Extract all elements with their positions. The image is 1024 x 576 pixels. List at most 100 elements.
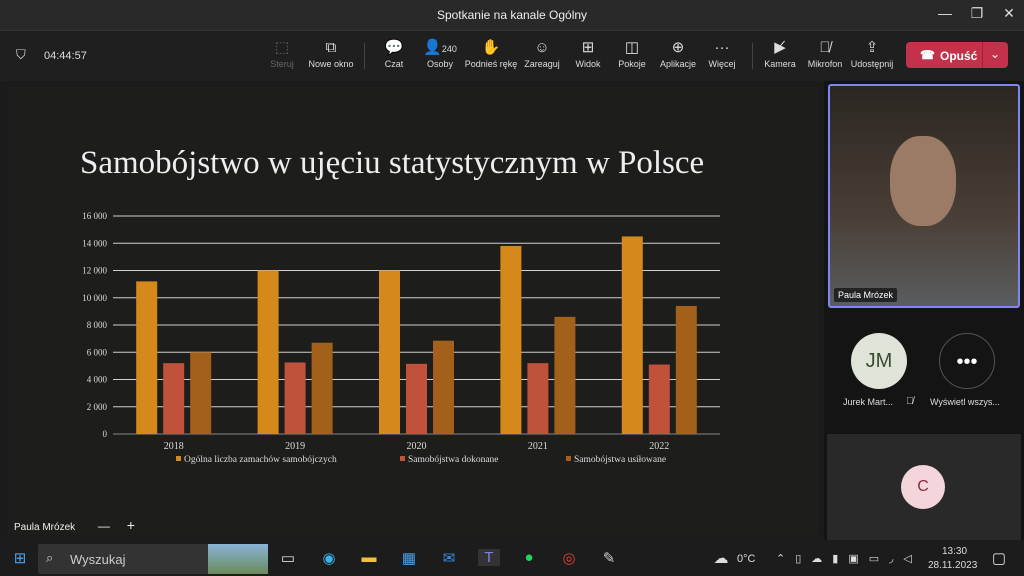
more-icon: ··· bbox=[714, 39, 730, 56]
toolbar-apps-button[interactable]: ⊕ Aplikacje bbox=[651, 39, 705, 69]
people-count: 240 bbox=[441, 44, 457, 54]
toolbar-chat-button[interactable]: 💬 Czat bbox=[367, 39, 421, 69]
participant-name: Paula Mrózek bbox=[834, 288, 898, 302]
y-tick-label: 0 bbox=[103, 429, 108, 439]
react-icon: ☺ bbox=[534, 39, 550, 56]
taskbar: ⊞ ⌕ Wyszukaj ▭ ◉ ▬ ▦ ✉ T ● ◎ ✎ ☁ 0°C ⌃▯☁… bbox=[0, 540, 1024, 576]
show-all-label[interactable]: Wyświetl wszys... bbox=[930, 397, 1000, 407]
legend-swatch bbox=[566, 456, 571, 461]
search-icon: ⌕ bbox=[46, 550, 54, 565]
share-icon: ⇪ bbox=[865, 39, 879, 56]
control-icon: ⬚ bbox=[274, 39, 290, 56]
y-tick-label: 4 000 bbox=[87, 375, 108, 385]
bar-2019-0 bbox=[257, 270, 279, 434]
rooms-icon: ◫ bbox=[624, 39, 640, 56]
presenter-bar: Paula Mrózek — + bbox=[14, 517, 135, 533]
presenter-name: Paula Mrózek bbox=[14, 522, 76, 533]
search-placeholder: Wyszukaj bbox=[70, 552, 126, 567]
new-window-icon: ⧉ bbox=[325, 39, 337, 56]
chrome-icon[interactable]: ◎ bbox=[562, 550, 576, 567]
bar-chart: 0 2 000 4 000 6 000 8 000 10 000 12 000 14 000 1… bbox=[82, 211, 720, 465]
bar-2022-1 bbox=[648, 364, 670, 434]
zoom-out-icon[interactable]: — bbox=[97, 519, 110, 533]
y-tick-label: 8 000 bbox=[87, 320, 108, 330]
toolbar-label: Czat bbox=[384, 59, 404, 69]
more-participants-button[interactable]: ••• bbox=[939, 333, 995, 389]
mic-off-icon: 🎙̸ bbox=[906, 396, 914, 407]
toolbar-share-button[interactable]: ⇪ Udostępnij bbox=[845, 39, 899, 69]
more-icon: ••• bbox=[956, 351, 978, 373]
taskbar-search[interactable]: ⌕ Wyszukaj bbox=[38, 544, 268, 574]
x-tick-label: 2020 bbox=[407, 441, 427, 452]
toolbar-label: Więcej bbox=[708, 59, 736, 69]
restore-icon[interactable]: ❐ bbox=[970, 5, 984, 21]
toolbar-mic-off-button[interactable]: 🎙̸ Mikrofon bbox=[798, 39, 852, 69]
toolbar-raise-hand-button[interactable]: ✋ Podnieś rękę bbox=[464, 39, 518, 69]
legend-label: Ogólna liczba zamachów samobójczych bbox=[184, 455, 337, 465]
legend-label: Samobójstwa dokonane bbox=[408, 455, 499, 465]
edge-icon[interactable]: ◉ bbox=[322, 550, 336, 567]
avatar-jm[interactable]: JM bbox=[851, 333, 907, 389]
mail-icon[interactable]: ✉ bbox=[442, 550, 456, 567]
bar-2018-0 bbox=[136, 281, 158, 434]
y-tick-label: 2 000 bbox=[87, 402, 108, 412]
y-tick-label: 12 000 bbox=[82, 266, 107, 276]
search-highlight-image bbox=[208, 544, 268, 574]
camera-off-icon: ▶̸ bbox=[774, 39, 786, 56]
people-icon: 👤240 bbox=[423, 39, 457, 56]
toolbar-react-button[interactable]: ☺ Zareaguj bbox=[515, 39, 569, 69]
toolbar-label: Aplikacje bbox=[659, 59, 697, 69]
bar-2020-1 bbox=[406, 363, 427, 434]
toolbar-view-button[interactable]: ⊞ Widok bbox=[561, 39, 615, 69]
store-icon[interactable]: ▦ bbox=[401, 550, 417, 567]
close-icon[interactable]: ✕ bbox=[1003, 5, 1015, 21]
zoom-in-icon[interactable]: + bbox=[126, 517, 135, 533]
notifications-icon[interactable]: ▢ bbox=[991, 550, 1007, 567]
toolbar-label: Udostępnij bbox=[850, 59, 894, 69]
y-tick-label: 16 000 bbox=[82, 211, 107, 221]
x-tick-label: 2018 bbox=[164, 441, 184, 452]
toolbar-rooms-button[interactable]: ◫ Pokoje bbox=[605, 39, 659, 69]
spotify-icon[interactable]: ● bbox=[524, 549, 534, 566]
windows-start-icon[interactable]: ⊞ bbox=[13, 550, 27, 567]
slide-title: Samobójstwo w ujęciu statystycznym w Pol… bbox=[80, 145, 705, 181]
toolbar-more-button[interactable]: ··· Więcej bbox=[695, 39, 749, 69]
bar-2019-1 bbox=[284, 362, 306, 434]
leave-label: Opuść bbox=[940, 49, 978, 63]
meeting-timer: 04:44:57 bbox=[44, 50, 87, 62]
toolbar-label: Widok bbox=[575, 59, 601, 69]
leave-button[interactable]: ☎ Opuść ⌄ bbox=[906, 42, 1008, 68]
meeting-toolbar: ⛉ 04:44:57 ⬚ Steruj ⧉ Nowe okno 💬 Czat 👤240 Oso… bbox=[0, 31, 1024, 81]
bar-2022-2 bbox=[675, 305, 697, 434]
participant-name-jm: Jurek Mart... bbox=[843, 397, 894, 407]
mic-off-icon: 🎙̸ bbox=[819, 39, 831, 56]
task-view-icon[interactable]: ▭ bbox=[280, 550, 296, 567]
paint-icon[interactable]: ✎ bbox=[602, 550, 616, 567]
view-icon: ⊞ bbox=[581, 39, 595, 56]
participant-video[interactable]: Paula Mrózek bbox=[828, 84, 1020, 308]
toolbar-camera-off-button[interactable]: ▶̸ Kamera bbox=[753, 39, 807, 69]
clock-date: 28.11.2023 bbox=[928, 560, 978, 571]
avatar-c[interactable]: C bbox=[901, 465, 945, 509]
weather-icon[interactable]: ☁ bbox=[713, 550, 729, 567]
y-tick-label: 14 000 bbox=[82, 238, 107, 248]
chevron-down-icon[interactable]: ⌄ bbox=[990, 47, 1001, 61]
tray-icons[interactable]: ⌃▯☁▮▣▭◞◁ bbox=[776, 553, 922, 565]
x-tick-label: 2021 bbox=[528, 441, 548, 452]
legend-swatch bbox=[400, 456, 405, 461]
bar-2021-0 bbox=[500, 245, 522, 434]
phone-hangup-icon: ☎ bbox=[920, 48, 935, 62]
bar-2020-2 bbox=[433, 340, 454, 434]
teams-icon[interactable]: T bbox=[478, 549, 500, 566]
bar-2022-0 bbox=[621, 236, 643, 434]
x-tick-label: 2019 bbox=[285, 441, 305, 452]
minimize-icon[interactable]: — bbox=[938, 5, 952, 21]
shield-icon: ⛉ bbox=[16, 47, 26, 62]
chat-icon: 💬 bbox=[384, 39, 404, 56]
toolbar-label: Kamera bbox=[764, 59, 796, 69]
file-explorer-icon[interactable]: ▬ bbox=[361, 549, 377, 566]
toolbar-label: Osoby bbox=[426, 59, 453, 69]
bar-2021-1 bbox=[527, 363, 549, 434]
toolbar-people-button[interactable]: 👤240 Osoby bbox=[413, 39, 467, 69]
toolbar-new-window-button[interactable]: ⧉ Nowe okno bbox=[304, 39, 358, 69]
